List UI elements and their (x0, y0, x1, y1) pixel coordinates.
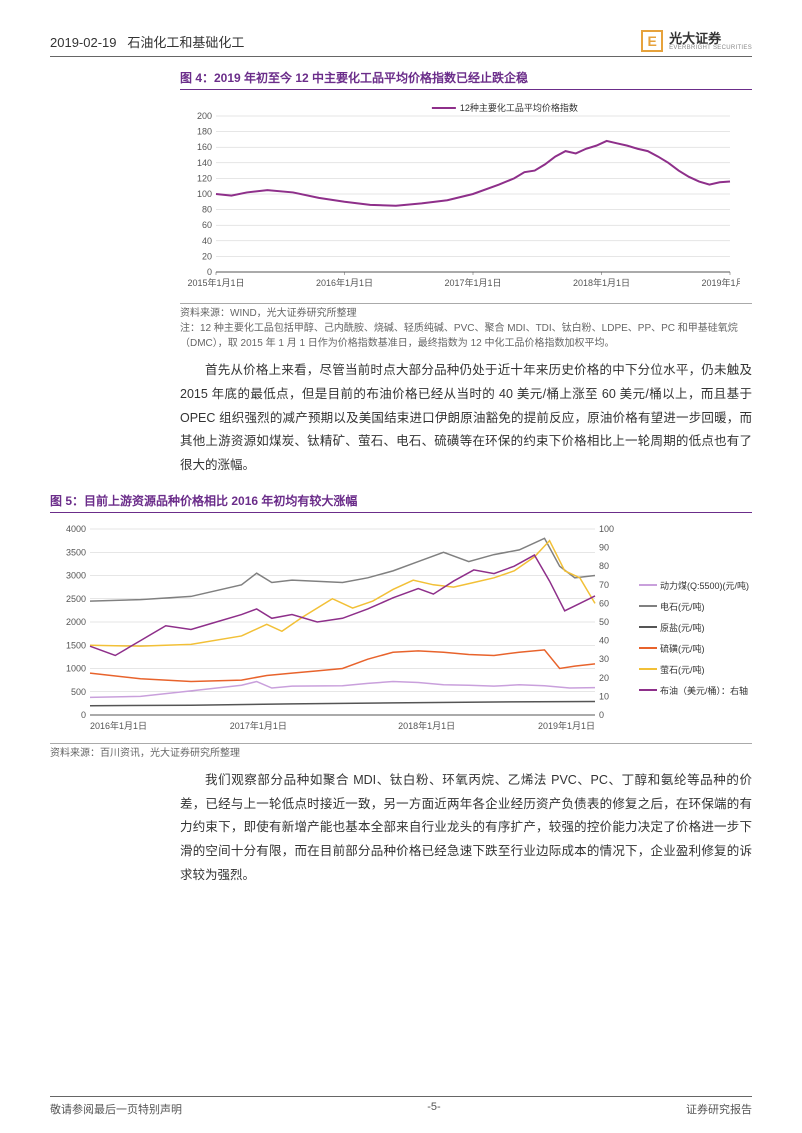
page-header: 2019-02-19 石油化工和基础化工 E 光大证券 EVERBRIGHT S… (50, 30, 752, 57)
svg-text:10: 10 (599, 691, 609, 701)
svg-text:2500: 2500 (66, 594, 86, 604)
figure5-source: 资料来源：百川资讯，光大证券研究所整理 (50, 743, 752, 761)
footer-right: 证券研究报告 (686, 1101, 752, 1117)
logo-icon: E (641, 30, 663, 52)
figure5-legend: 动力煤(Q:5500)(元/吨) 电石(元/吨) 原盐(元/吨) 硫磺(元/吨) 萤石(… (635, 519, 749, 697)
svg-text:2019年1月1日: 2019年1月1日 (538, 720, 595, 731)
legend-item: 电石(元/吨) (639, 600, 749, 613)
header-date: 2019-02-19 (50, 35, 117, 50)
figure4-title: 图 4：2019 年初至今 12 中主要化工品平均价格指数已经止跌企稳 (180, 69, 752, 90)
svg-text:1000: 1000 (66, 663, 86, 673)
svg-text:2019年1月1日: 2019年1月1日 (701, 277, 740, 288)
svg-text:2018年1月1日: 2018年1月1日 (573, 277, 630, 288)
figure4-note: 注：12 种主要化工品包括甲醇、己内酰胺、烧碱、轻质纯碱、PVC、聚合 MDI、… (180, 321, 752, 351)
legend-item: 动力煤(Q:5500)(元/吨) (639, 579, 749, 592)
svg-text:2015年1月1日: 2015年1月1日 (187, 277, 244, 288)
footer-left: 敬请参阅最后一页特别声明 (50, 1101, 182, 1117)
svg-text:12种主要化工品平均价格指数: 12种主要化工品平均价格指数 (460, 102, 578, 113)
header-left: 2019-02-19 石油化工和基础化工 (50, 32, 244, 51)
company-en: EVERBRIGHT SECURITIES (669, 45, 752, 51)
svg-text:0: 0 (599, 710, 604, 720)
svg-text:50: 50 (599, 617, 609, 627)
legend-swatch (639, 668, 657, 670)
legend-swatch (639, 647, 657, 649)
legend-item: 萤石(元/吨) (639, 663, 749, 676)
svg-text:80: 80 (202, 205, 212, 215)
svg-text:500: 500 (71, 687, 86, 697)
svg-text:1500: 1500 (66, 640, 86, 650)
svg-text:200: 200 (197, 111, 212, 121)
company-cn: 光大证券 (669, 32, 752, 45)
svg-text:0: 0 (81, 710, 86, 720)
svg-text:2016年1月1日: 2016年1月1日 (316, 277, 373, 288)
svg-text:2017年1月1日: 2017年1月1日 (230, 720, 287, 731)
svg-text:3000: 3000 (66, 570, 86, 580)
figure5-title: 图 5：目前上游资源品种价格相比 2016 年初均有较大涨幅 (50, 492, 752, 513)
figure5-block: 图 5：目前上游资源品种价格相比 2016 年初均有较大涨幅 050010001… (50, 492, 752, 761)
svg-text:2017年1月1日: 2017年1月1日 (444, 277, 501, 288)
figure4-svg: 0 20 40 60 80 100 120 140 160 180 200 2015年1月1日 2016… (180, 96, 740, 296)
svg-text:20: 20 (202, 251, 212, 261)
svg-text:140: 140 (197, 158, 212, 168)
legend-swatch (639, 689, 657, 691)
svg-text:3500: 3500 (66, 547, 86, 557)
svg-text:70: 70 (599, 580, 609, 590)
figure4-source-block: 资料来源：WIND，光大证券研究所整理 注：12 种主要化工品包括甲醇、己内酰胺… (180, 303, 752, 351)
figure5-svg: 0 500 1000 1500 2000 2500 3000 3500 4000 0 10 20 30 4… (50, 519, 635, 739)
svg-text:2000: 2000 (66, 617, 86, 627)
legend-item: 布油（美元/桶）：右轴 (639, 684, 749, 697)
svg-text:30: 30 (599, 654, 609, 664)
legend-swatch (639, 626, 657, 628)
svg-text:90: 90 (599, 542, 609, 552)
legend-label: 萤石(元/吨) (660, 663, 705, 676)
legend-item: 原盐(元/吨) (639, 621, 749, 634)
paragraph2: 我们观察部分品种如聚合 MDI、钛白粉、环氧丙烷、乙烯法 PVC、PC、丁醇和氨… (180, 769, 752, 888)
svg-text:80: 80 (599, 561, 609, 571)
svg-text:0: 0 (207, 267, 212, 277)
header-section: 石油化工和基础化工 (127, 35, 244, 50)
header-logo: E 光大证券 EVERBRIGHT SECURITIES (641, 30, 752, 52)
legend-label: 原盐(元/吨) (660, 621, 705, 634)
figure4-block: 图 4：2019 年初至今 12 中主要化工品平均价格指数已经止跌企稳 0 20 4… (180, 69, 752, 351)
legend-item: 硫磺(元/吨) (639, 642, 749, 655)
svg-text:2016年1月1日: 2016年1月1日 (90, 720, 147, 731)
legend-label: 动力煤(Q:5500)(元/吨) (660, 579, 749, 592)
legend-label: 硫磺(元/吨) (660, 642, 705, 655)
svg-text:160: 160 (197, 142, 212, 152)
legend-label: 电石(元/吨) (660, 600, 705, 613)
footer-center: -5- (427, 1101, 440, 1117)
svg-text:20: 20 (599, 673, 609, 683)
legend-swatch (639, 605, 657, 607)
svg-text:40: 40 (599, 635, 609, 645)
svg-text:100: 100 (197, 189, 212, 199)
svg-text:60: 60 (599, 598, 609, 608)
page-footer: 敬请参阅最后一页特别声明 -5- 证券研究报告 (50, 1096, 752, 1117)
legend-swatch (639, 584, 657, 586)
svg-text:40: 40 (202, 236, 212, 246)
svg-text:60: 60 (202, 220, 212, 230)
legend-label: 布油（美元/桶）：右轴 (660, 684, 748, 697)
figure4-source: 资料来源：WIND，光大证券研究所整理 (180, 306, 752, 321)
svg-text:2018年1月1日: 2018年1月1日 (398, 720, 455, 731)
paragraph1: 首先从价格上来看，尽管当前时点大部分品种仍处于近十年来历史价格的中下分位水平，仍… (180, 359, 752, 478)
svg-text:180: 180 (197, 127, 212, 137)
svg-text:100: 100 (599, 524, 614, 534)
figure4-chart: 0 20 40 60 80 100 120 140 160 180 200 2015年1月1日 2016… (180, 96, 752, 299)
svg-text:120: 120 (197, 173, 212, 183)
svg-text:4000: 4000 (66, 524, 86, 534)
